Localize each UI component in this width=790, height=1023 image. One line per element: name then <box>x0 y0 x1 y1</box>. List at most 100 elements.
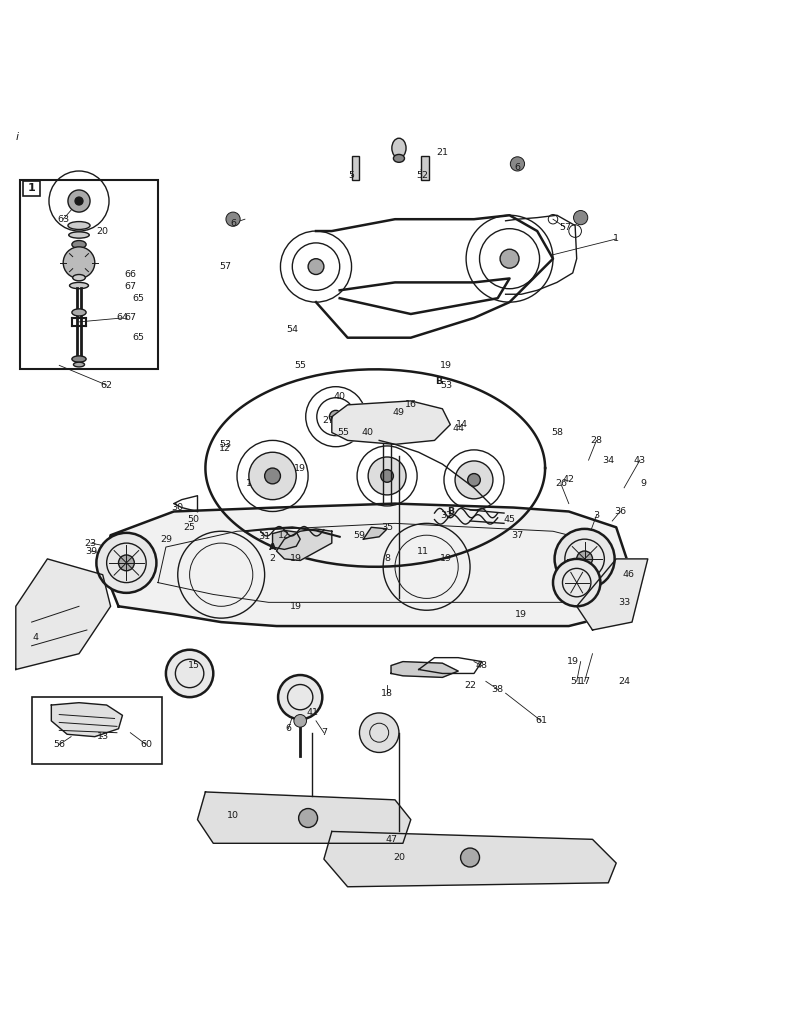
Circle shape <box>500 250 519 268</box>
Polygon shape <box>103 503 632 626</box>
Bar <box>32 697 162 764</box>
Text: 62: 62 <box>100 381 113 390</box>
Ellipse shape <box>68 222 90 229</box>
Circle shape <box>555 529 615 589</box>
Text: 55: 55 <box>294 361 307 370</box>
Text: 19: 19 <box>440 554 453 564</box>
Circle shape <box>75 197 83 205</box>
Text: 19: 19 <box>566 657 579 666</box>
Text: 59: 59 <box>353 531 366 540</box>
Text: 65: 65 <box>132 333 145 343</box>
Circle shape <box>510 157 525 171</box>
Text: 6: 6 <box>230 219 236 228</box>
Text: 24: 24 <box>618 677 630 685</box>
Text: 5: 5 <box>348 171 355 180</box>
Text: 50: 50 <box>187 515 200 524</box>
Text: 20: 20 <box>393 853 405 862</box>
Text: 47: 47 <box>385 835 397 844</box>
Circle shape <box>299 808 318 828</box>
Text: 19: 19 <box>440 361 453 370</box>
Text: 19: 19 <box>515 610 528 619</box>
Bar <box>20 180 158 369</box>
Text: 28: 28 <box>590 436 603 445</box>
Text: 56: 56 <box>53 740 66 749</box>
Text: 11: 11 <box>416 546 429 555</box>
Text: 57: 57 <box>219 262 231 271</box>
Text: 18: 18 <box>381 688 393 698</box>
Circle shape <box>577 551 592 567</box>
Text: 67: 67 <box>124 313 137 322</box>
Ellipse shape <box>72 309 86 316</box>
Circle shape <box>329 410 342 424</box>
Text: 12: 12 <box>278 531 291 540</box>
Text: 66: 66 <box>124 270 137 279</box>
Text: 2: 2 <box>269 554 276 564</box>
Circle shape <box>455 461 493 499</box>
Text: 31: 31 <box>258 532 271 541</box>
Text: 1: 1 <box>28 183 36 193</box>
Text: 19: 19 <box>294 463 307 473</box>
Text: 58: 58 <box>551 428 563 437</box>
Ellipse shape <box>69 232 89 238</box>
Text: 29: 29 <box>160 535 172 543</box>
Text: 6: 6 <box>285 724 292 733</box>
Polygon shape <box>51 703 122 737</box>
Polygon shape <box>577 559 648 630</box>
Circle shape <box>118 554 134 571</box>
Text: 38: 38 <box>491 684 504 694</box>
Circle shape <box>574 211 588 225</box>
Text: 34: 34 <box>602 455 615 464</box>
Text: 54: 54 <box>286 325 299 335</box>
Text: 12: 12 <box>219 444 231 453</box>
Circle shape <box>308 259 324 274</box>
Text: 39: 39 <box>85 546 97 555</box>
Text: 45: 45 <box>503 515 516 524</box>
Text: 14: 14 <box>456 420 468 429</box>
Text: 67: 67 <box>124 282 137 291</box>
Text: 63: 63 <box>57 215 70 224</box>
Text: 35: 35 <box>381 523 393 532</box>
Ellipse shape <box>72 240 86 249</box>
Text: 23: 23 <box>85 538 97 547</box>
Text: 40: 40 <box>361 428 374 437</box>
Polygon shape <box>332 401 450 444</box>
Circle shape <box>249 452 296 499</box>
Circle shape <box>294 714 307 727</box>
Text: 43: 43 <box>634 455 646 464</box>
Circle shape <box>381 470 393 482</box>
Ellipse shape <box>393 154 404 163</box>
Text: 65: 65 <box>132 294 145 303</box>
Text: 33: 33 <box>618 597 630 607</box>
Text: i: i <box>16 132 19 142</box>
Circle shape <box>461 848 480 868</box>
Circle shape <box>368 457 406 495</box>
Polygon shape <box>273 531 300 549</box>
Text: 41: 41 <box>306 709 318 717</box>
Circle shape <box>359 713 399 753</box>
Text: 48: 48 <box>476 661 488 670</box>
Circle shape <box>468 474 480 486</box>
Text: 4: 4 <box>32 633 39 642</box>
Text: 20: 20 <box>96 226 109 235</box>
Text: 16: 16 <box>404 400 417 409</box>
Text: 25: 25 <box>183 523 196 532</box>
Bar <box>23 181 40 195</box>
Text: 42: 42 <box>562 476 575 485</box>
Text: 22: 22 <box>464 680 476 690</box>
Circle shape <box>265 469 280 484</box>
Text: 61: 61 <box>535 716 547 725</box>
Text: 21: 21 <box>436 147 449 157</box>
Text: 26: 26 <box>555 480 567 488</box>
Polygon shape <box>391 662 458 677</box>
Text: 37: 37 <box>511 531 524 540</box>
Polygon shape <box>363 527 387 539</box>
Text: 19: 19 <box>290 602 303 611</box>
Text: 27: 27 <box>322 416 334 426</box>
Polygon shape <box>16 559 111 669</box>
Text: 55: 55 <box>337 428 350 437</box>
Ellipse shape <box>73 362 85 367</box>
Text: 40: 40 <box>333 393 346 401</box>
Text: 57: 57 <box>559 223 571 231</box>
Ellipse shape <box>73 274 85 281</box>
Text: 1: 1 <box>613 234 619 243</box>
